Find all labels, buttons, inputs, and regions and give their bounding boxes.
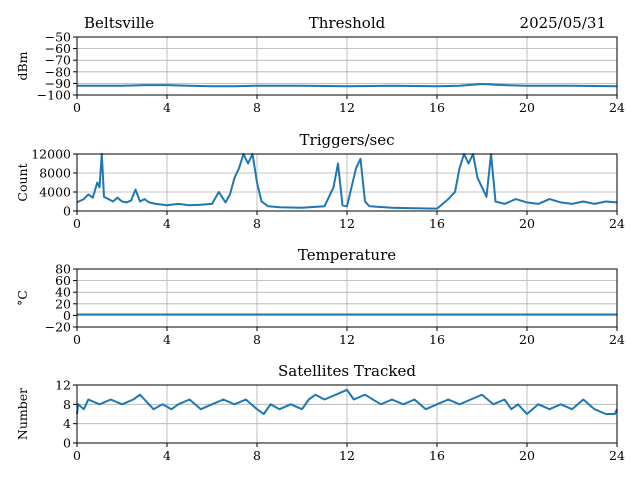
threshold-panel: 0 4 8 12 16 20 24 −50−60−70−80−90−100 Threshold d…: [15, 14, 625, 115]
temperature-x-tick-label: 8: [253, 332, 261, 347]
threshold-x-tick-label: 0: [73, 100, 81, 115]
triggers-sec-x-tick-label: 12: [339, 216, 355, 231]
triggers-sec-title: Triggers/sec: [300, 131, 395, 149]
threshold-y-tick-label: −100: [37, 88, 71, 103]
satellites-tracked-y-tick-label: 12: [55, 378, 71, 393]
threshold-x-tick-label: 24: [609, 100, 625, 115]
threshold-series-line: [77, 83, 618, 88]
temperature-x-tick-label: 0: [73, 332, 81, 347]
threshold-x-tick-label: 12: [339, 100, 355, 115]
triggers-sec-x-tick-label: 16: [429, 216, 445, 231]
temperature-y-tick-label: 20: [55, 296, 71, 311]
triggers-sec-y-axis-label: Count: [15, 163, 30, 201]
triggers-sec-y-tick-label: 4000: [39, 185, 71, 200]
station-name: Beltsville: [84, 14, 154, 32]
temperature-x-tick-label: 12: [339, 332, 355, 347]
threshold-title: Threshold: [309, 14, 386, 32]
threshold-y-tick-label: −50: [45, 30, 71, 45]
triggers-sec-y-tick-label: 8000: [39, 166, 71, 181]
satellites-tracked-x-tick-label: 4: [163, 448, 171, 463]
satellites-tracked-x-tick-label: 24: [609, 448, 625, 463]
threshold-y-tick-label: −70: [45, 53, 71, 68]
temperature-y-axis-label: °C: [15, 290, 30, 306]
temperature-y-tick-label: 0: [63, 308, 71, 323]
satellites-tracked-y-tick-label: 8: [63, 397, 71, 412]
triggers-sec-x-tick-label: 4: [163, 216, 171, 231]
satellites-tracked-title: Satellites Tracked: [278, 362, 416, 380]
temperature-x-tick-label: 20: [519, 332, 535, 347]
satellites-tracked-x-tick-label: 20: [519, 448, 535, 463]
threshold-x-tick-label: 16: [429, 100, 445, 115]
satellites-tracked-series-line: [76, 388, 618, 415]
satellites-tracked-panel: 0 4 8 12 16 20 24 0 4 8 12 Satellites Tracked Number: [15, 362, 625, 463]
temperature-x-tick-label: 4: [163, 332, 171, 347]
threshold-y-tick-label: −90: [45, 76, 71, 91]
satellites-tracked-x-tick-label: 12: [339, 448, 355, 463]
triggers-sec-y-tick-label: 0: [63, 204, 71, 219]
satellites-tracked-y-tick-label: 0: [63, 436, 71, 451]
temperature-y-tick-label: 40: [55, 285, 71, 300]
temperature-x-tick-label: 24: [609, 332, 625, 347]
triggers-sec-x-tick-label: 8: [253, 216, 261, 231]
triggers-sec-y-tick-label: 12000: [31, 147, 71, 162]
threshold-x-tick-label: 8: [253, 100, 261, 115]
temperature-x-tick-label: 16: [429, 332, 445, 347]
temperature-y-tick-label: 60: [55, 273, 71, 288]
threshold-y-axis-label: dBm: [15, 51, 30, 80]
temperature-title: Temperature: [298, 246, 396, 264]
triggers-sec-x-tick-label: 20: [519, 216, 535, 231]
satellites-tracked-x-tick-label: 0: [73, 448, 81, 463]
triggers-sec-x-tick-label: 24: [609, 216, 625, 231]
satellites-tracked-x-tick-label: 8: [253, 448, 261, 463]
temperature-y-tick-label: 80: [55, 262, 71, 277]
threshold-x-tick-label: 4: [163, 100, 171, 115]
threshold-x-tick-label: 20: [519, 100, 535, 115]
threshold-y-tick-label: −60: [45, 41, 71, 56]
temperature-y-tick-label: −20: [45, 320, 71, 335]
triggers-sec-x-tick-label: 0: [73, 216, 81, 231]
satellites-tracked-y-axis-label: Number: [15, 388, 30, 440]
record-date: 2025/05/31: [520, 14, 606, 32]
triggers-sec-panel: 0 4 8 12 16 20 24 0 4000 8000 12000 Triggers/sec Cou…: [15, 131, 625, 231]
triggers-sec-series-line: [76, 153, 618, 210]
satellites-tracked-x-tick-label: 16: [429, 448, 445, 463]
satellites-tracked-y-tick-label: 4: [63, 416, 71, 431]
threshold-y-tick-label: −80: [45, 64, 71, 79]
